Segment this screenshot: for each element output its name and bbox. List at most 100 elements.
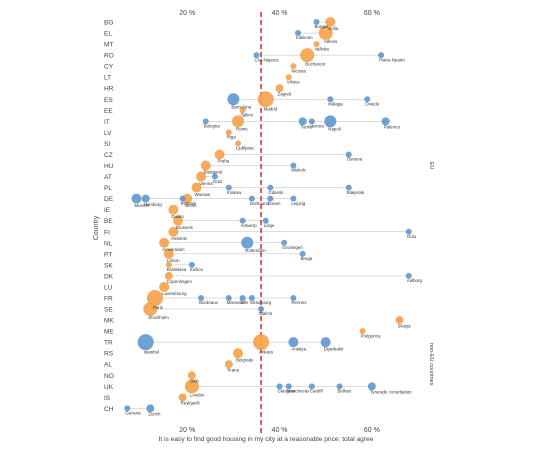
point-label-ostrava: Ostrava [347, 157, 363, 162]
point-label-bucharest: Bucharest [305, 61, 326, 66]
point-burgas [313, 19, 320, 25]
point-label-nicosia: Nicosia [291, 68, 306, 73]
point-label-reykjav-k: Reykjavík [181, 401, 201, 406]
point-manchester [285, 383, 292, 390]
point-cluj-napoca [253, 52, 260, 59]
point-bordeaux [198, 295, 205, 301]
point-zagreb [275, 84, 284, 93]
point-label-rome: Rome [236, 127, 248, 132]
country-label-ee: EE [104, 108, 113, 115]
row-lines [127, 21, 409, 409]
point-nicosia [290, 63, 297, 70]
data-points [124, 17, 412, 413]
point-label-praha: Praha [218, 159, 230, 164]
point-tallinn [239, 107, 246, 114]
point-malm- [258, 306, 265, 313]
top-tick-label: 60 % [364, 10, 380, 17]
point-bratislava [165, 261, 172, 268]
point-bia-ystok [345, 184, 352, 191]
point-berlin [182, 193, 193, 204]
point-label-sofia: Sofia [328, 26, 339, 31]
group-label-eu: EU [428, 162, 434, 170]
point-athens [318, 26, 333, 41]
point-label-belfast: Belfast [338, 389, 352, 394]
point-label-zagreb: Zagreb [278, 91, 292, 96]
point-label-li-ge: Liège [264, 223, 275, 228]
point-warsaw [191, 182, 202, 193]
point-essen [267, 195, 274, 202]
country-label-mt: MT [104, 42, 113, 49]
point-lisbon [163, 248, 174, 259]
point-label-groningen: Groningen [282, 245, 303, 250]
point-bucharest [300, 48, 315, 63]
point-groningen [281, 239, 288, 246]
point-skopje [395, 316, 404, 325]
country-label-lv: LV [104, 130, 112, 137]
country-label-uk: UK [104, 384, 114, 391]
point-hamburg [141, 194, 150, 203]
country-label-is: IS [104, 395, 111, 402]
country-label-ch: CH [104, 406, 114, 413]
point-label-antalya: Antalya [291, 346, 306, 351]
point-label-athens: Athens [324, 39, 338, 44]
point-label-glasgow: Glasgow [278, 389, 296, 394]
point-label-lisbon: Lisbon [167, 258, 180, 263]
bottom-tick-label: 20 % [179, 427, 195, 434]
point-label-madrid: Madrid [264, 106, 278, 111]
point-braga [299, 250, 306, 257]
country-label-at: AT [104, 174, 112, 181]
point-label-amsterdam: Amsterdam [162, 247, 185, 252]
point-torino [298, 117, 307, 126]
point-label-palermo: Palermo [384, 125, 401, 130]
point-verona [308, 118, 315, 125]
country-label-sk: SK [104, 262, 113, 269]
point-label-antwerp: Antwerp [241, 223, 258, 228]
point-rome [232, 115, 244, 128]
point-oulu [405, 228, 412, 235]
country-label-tr: TR [104, 340, 113, 347]
country-label-dk: DK [104, 273, 114, 280]
point-label-napoli: Napoli [328, 127, 340, 132]
country-label-es: ES [104, 97, 113, 104]
point-palermo [381, 117, 390, 126]
country-label-mk: MK [104, 318, 114, 325]
top-tick-label: 40 % [272, 10, 288, 17]
point-dublin [168, 204, 179, 215]
country-label-el: EL [104, 31, 112, 38]
point-label-dortmund: Dortmund [250, 201, 270, 206]
point-label-burgas: Burgas [314, 24, 329, 29]
country-label-lu: LU [104, 284, 113, 291]
country-label-si: SI [104, 141, 110, 148]
country-label-it: IT [104, 119, 110, 126]
group-labels: EU non-EU countries [428, 162, 434, 386]
point-valletta [313, 41, 320, 48]
point-label-copenhagen: Copenhagen [167, 279, 193, 284]
point-rostock [179, 195, 186, 202]
point-label-luxembourg: Luxembourg [162, 291, 187, 296]
country-label-de: DE [104, 196, 114, 203]
point-label-berlin: Berlin [185, 203, 197, 208]
point-label-zurich: Zurich [148, 412, 161, 417]
point-diyarbakir [320, 337, 331, 348]
point-label-oulu: Oulu [407, 234, 417, 239]
point-label-bia-ystok: Białystok [347, 190, 365, 195]
point-label-diyarbakir: Diyarbakir [324, 346, 344, 351]
point-label-valletta: Valletta [314, 46, 329, 51]
point-glasgow [276, 383, 283, 390]
point-label-essen: Essen [268, 201, 281, 206]
country-label-rs: RS [104, 351, 114, 358]
point-label-brussels: Brussels [176, 225, 194, 230]
point-label-geneva: Geneva [125, 411, 141, 416]
group-label-non-eu-countries: non-EU countries [428, 343, 434, 386]
country-label-cz: CZ [104, 152, 113, 159]
point-rennes [290, 295, 297, 301]
point-barcelona [227, 93, 240, 106]
point-label-belgrade: Belgrade [236, 357, 254, 362]
point-label-skopje: Skopje [398, 323, 412, 328]
point-stockholm [143, 302, 158, 317]
point-miskolc [290, 162, 297, 169]
point-krakow [225, 184, 232, 191]
point-praha [214, 149, 225, 160]
